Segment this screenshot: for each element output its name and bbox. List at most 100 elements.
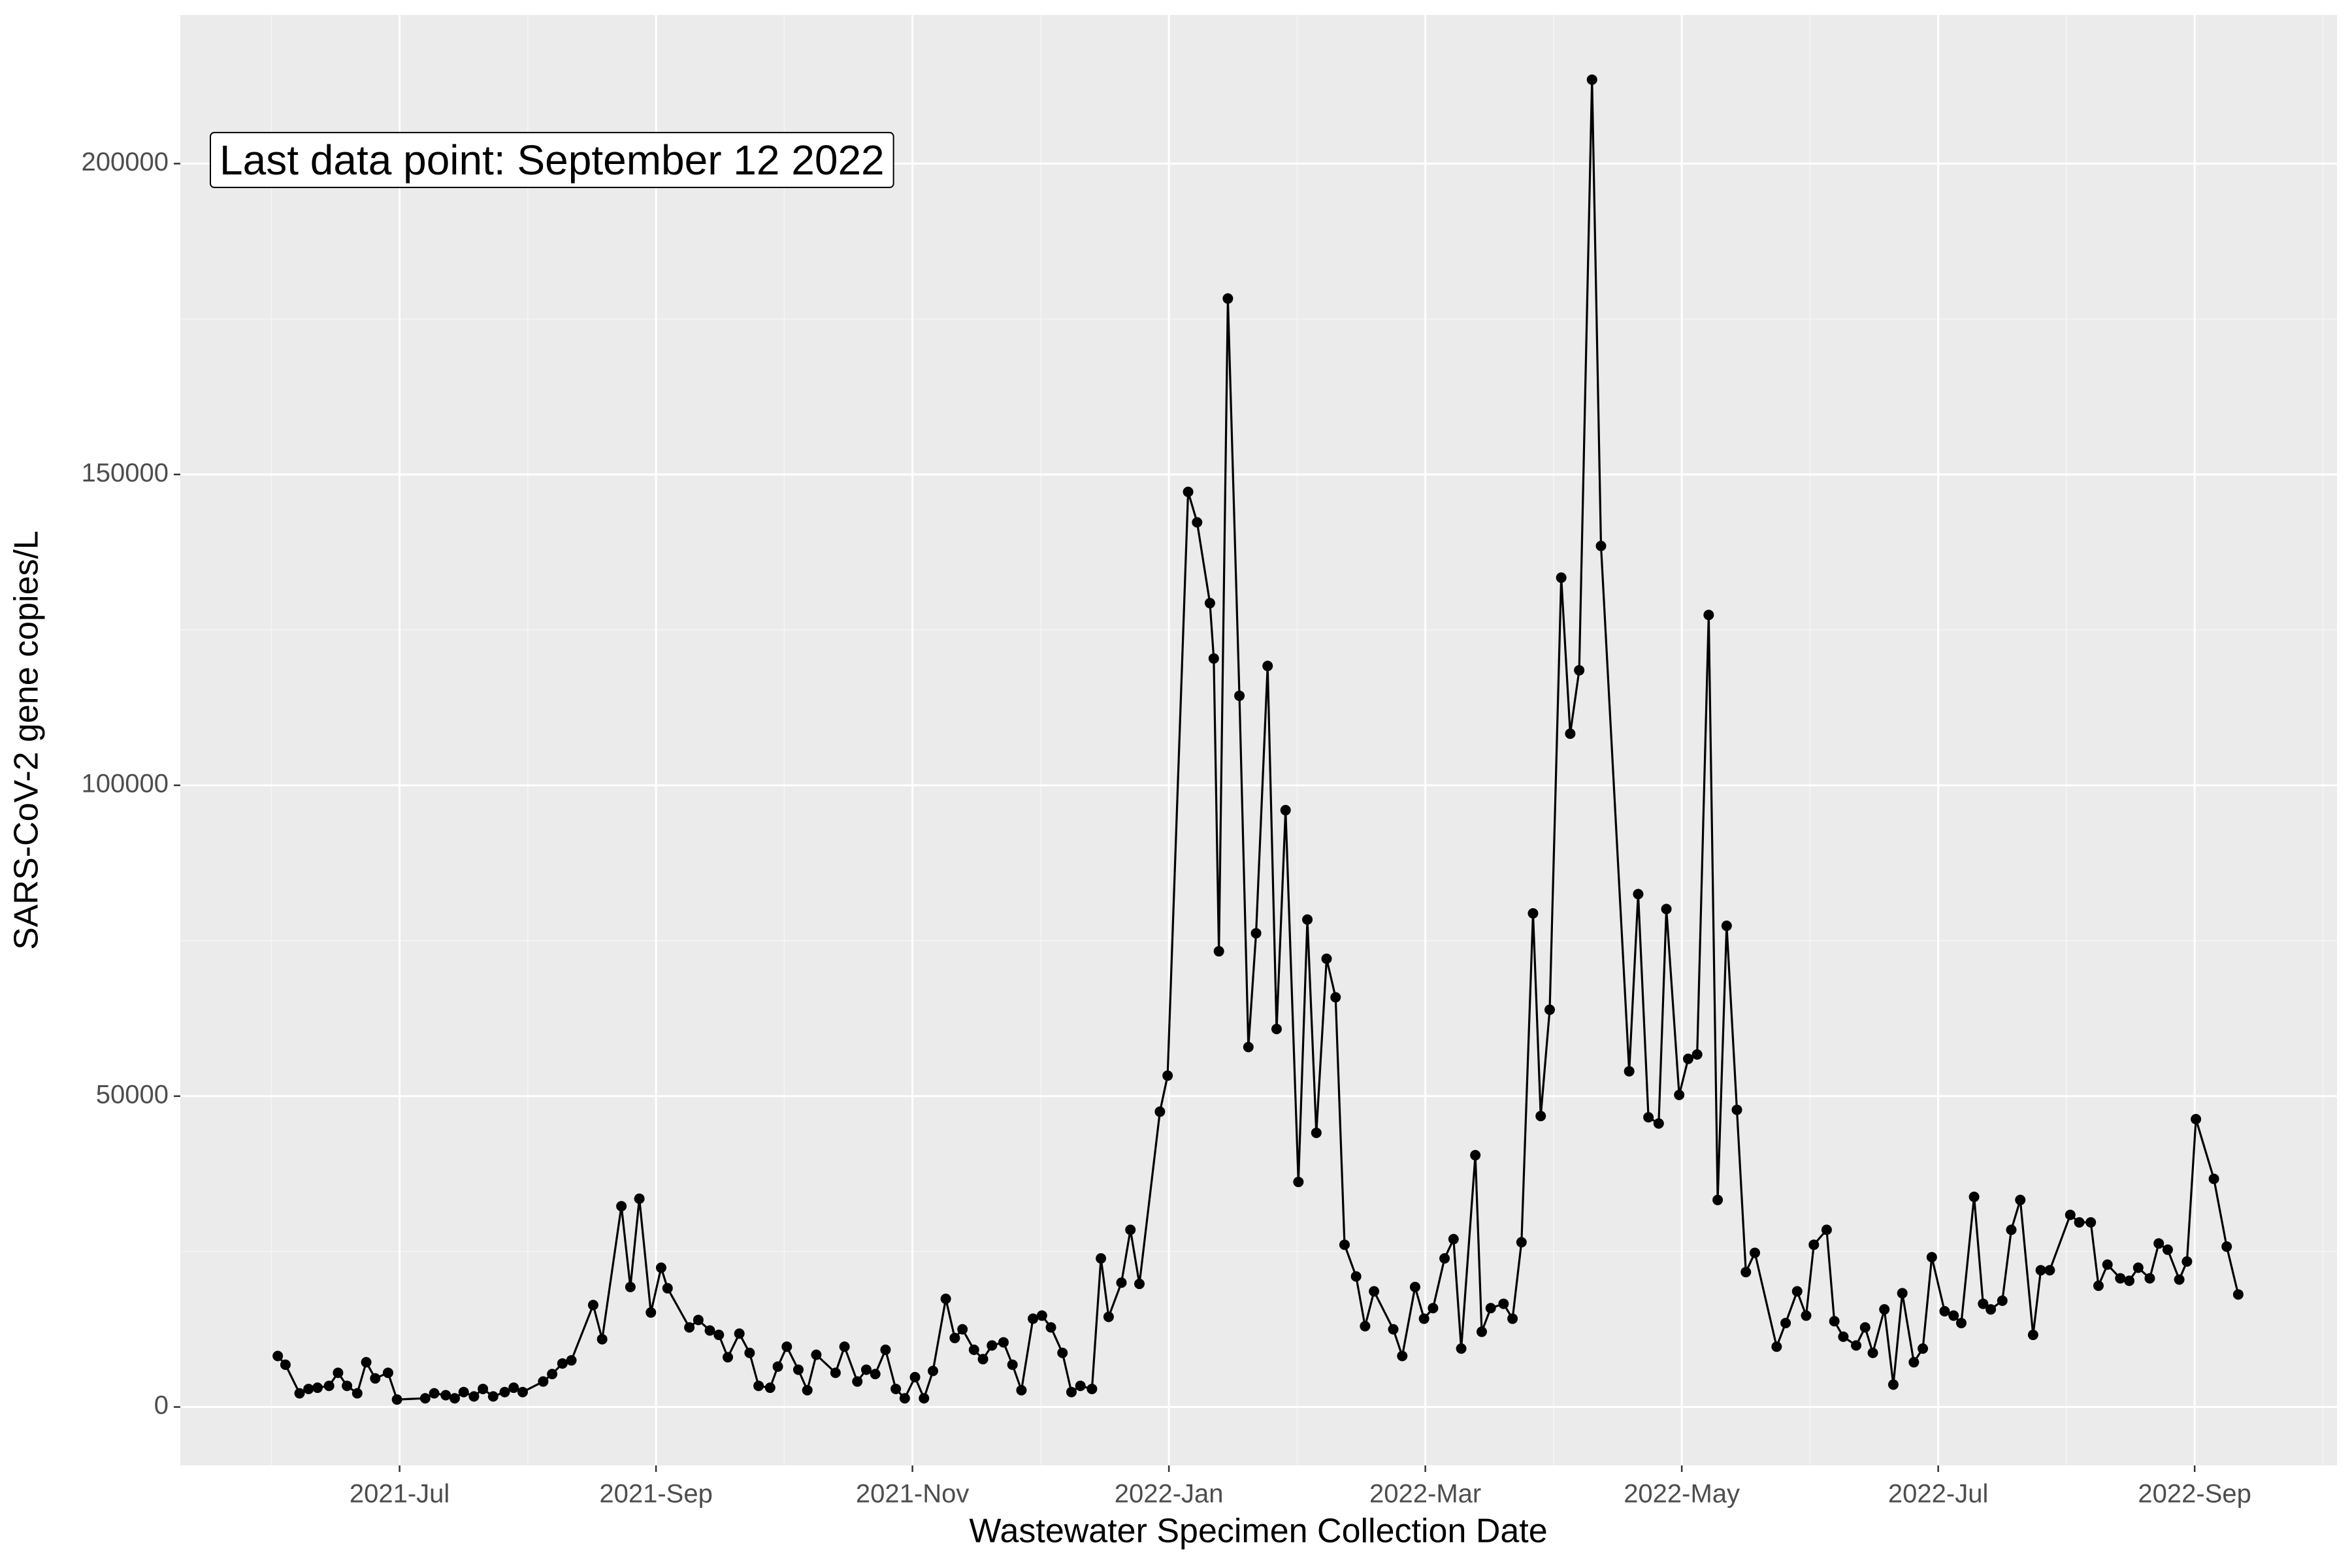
- data-point: [1926, 1252, 1937, 1263]
- data-point: [587, 1299, 598, 1311]
- data-point: [1712, 1194, 1723, 1205]
- data-point: [1731, 1104, 1742, 1115]
- data-point: [802, 1384, 813, 1396]
- data-point: [1624, 1066, 1635, 1077]
- annotation: Last data point: September 12 2022: [220, 137, 885, 184]
- data-point: [499, 1386, 510, 1397]
- data-point: [1851, 1340, 1862, 1351]
- y-tick-label: 50000: [96, 1080, 169, 1109]
- data-point: [1418, 1313, 1429, 1324]
- data-point: [693, 1315, 704, 1326]
- data-point: [323, 1380, 335, 1392]
- data-point: [1867, 1347, 1878, 1358]
- data-point: [1661, 904, 1672, 915]
- data-point: [1527, 908, 1539, 919]
- data-point: [449, 1393, 460, 1404]
- data-point: [1448, 1233, 1459, 1245]
- data-point: [1968, 1191, 1980, 1202]
- data-point: [1801, 1310, 1812, 1321]
- data-point: [2065, 1209, 2076, 1220]
- data-point: [1134, 1279, 1145, 1290]
- panel: [180, 15, 2337, 1465]
- data-point: [2132, 1262, 2144, 1273]
- data-point: [1740, 1267, 1752, 1278]
- data-point: [1397, 1350, 1408, 1362]
- data-point: [1388, 1324, 1399, 1335]
- data-point: [957, 1324, 968, 1335]
- data-point: [2232, 1289, 2244, 1300]
- data-point: [1674, 1089, 1685, 1100]
- x-tick-label: 2022-Jul: [1888, 1480, 1988, 1509]
- data-point: [890, 1383, 902, 1394]
- data-point: [2174, 1274, 2185, 1285]
- data-point: [370, 1373, 381, 1384]
- data-point: [1321, 953, 1332, 964]
- data-point: [1208, 653, 1219, 664]
- data-point: [1103, 1311, 1114, 1322]
- data-point: [538, 1376, 549, 1387]
- y-axis-title: SARS-CoV-2 gene copies/L: [8, 531, 46, 950]
- data-point: [928, 1365, 939, 1377]
- data-point: [1633, 889, 1644, 900]
- data-point: [1028, 1313, 1039, 1324]
- data-point: [1192, 517, 1203, 528]
- data-point: [391, 1394, 402, 1405]
- data-point: [1339, 1239, 1350, 1250]
- data-point: [342, 1380, 353, 1392]
- data-point: [1771, 1341, 1782, 1352]
- y-tick-label: 200000: [82, 148, 169, 176]
- data-point: [1045, 1322, 1056, 1333]
- data-point: [2027, 1330, 2038, 1341]
- marks: [272, 74, 2244, 1405]
- data-point: [1939, 1306, 1950, 1317]
- data-point: [852, 1376, 863, 1387]
- data-point: [557, 1358, 568, 1369]
- data-point: [1293, 1177, 1304, 1188]
- x-tick-label: 2022-May: [1624, 1480, 1740, 1509]
- data-point: [1595, 540, 1607, 551]
- data-point: [1075, 1380, 1086, 1392]
- data-point: [1821, 1224, 1832, 1235]
- data-point: [272, 1350, 284, 1362]
- data-point: [1470, 1150, 1481, 1161]
- data-point: [645, 1307, 657, 1318]
- data-point: [1086, 1383, 1098, 1394]
- data-point: [2085, 1217, 2097, 1228]
- data-point: [744, 1347, 755, 1358]
- data-point: [1507, 1313, 1518, 1324]
- data-point: [1887, 1379, 1899, 1390]
- data-point: [1243, 1041, 1254, 1053]
- data-point: [361, 1357, 372, 1368]
- data-point: [1476, 1326, 1487, 1337]
- data-point: [2144, 1273, 2155, 1284]
- data-point: [1586, 74, 1597, 85]
- data-point: [2115, 1273, 2126, 1284]
- data-point: [2181, 1256, 2193, 1267]
- data-point: [1544, 1004, 1555, 1015]
- data-point: [487, 1391, 498, 1402]
- data-point: [753, 1380, 764, 1392]
- data-point: [792, 1364, 804, 1375]
- data-point: [899, 1393, 910, 1404]
- annotation-box: [210, 131, 894, 188]
- data-point: [1897, 1288, 1908, 1299]
- data-point: [566, 1355, 577, 1366]
- data-point: [1997, 1295, 2008, 1306]
- data-point: [1360, 1320, 1371, 1331]
- data-point: [830, 1367, 841, 1379]
- data-point: [1183, 486, 1194, 497]
- data-point: [1643, 1112, 1654, 1123]
- data-point: [312, 1382, 323, 1394]
- data-point: [280, 1359, 291, 1370]
- data-point: [860, 1364, 872, 1375]
- data-point: [440, 1390, 451, 1401]
- data-point: [781, 1341, 792, 1352]
- data-point: [351, 1388, 363, 1399]
- data-point: [1859, 1322, 1870, 1333]
- data-point: [704, 1325, 715, 1336]
- data-point: [998, 1337, 1009, 1348]
- data-point: [1978, 1298, 1989, 1309]
- data-point: [2162, 1244, 2173, 1255]
- data-point: [517, 1386, 528, 1397]
